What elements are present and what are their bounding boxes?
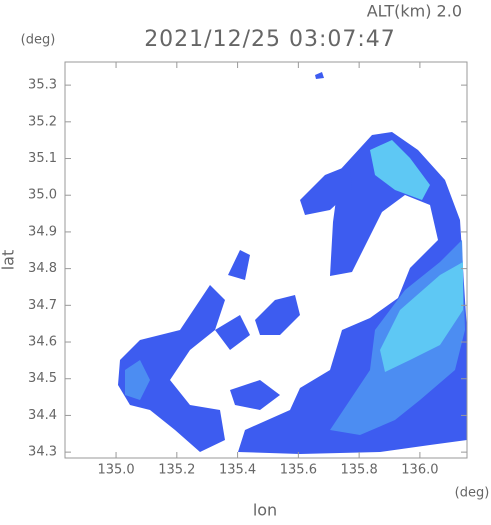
echo	[230, 380, 280, 410]
y-tick-label: 35.0	[28, 188, 57, 203]
chart-title: 2021/12/25 03:07:47	[144, 27, 396, 52]
altitude: ALT(km) 2.0	[367, 2, 462, 21]
y-tick-label: 35.1	[28, 151, 57, 166]
x-unit: (deg)	[455, 486, 490, 501]
x-tick-label: 136.0	[401, 463, 438, 478]
y-axis-label: lat	[0, 250, 18, 271]
x-tick-label: 135.0	[97, 463, 134, 478]
plot-frame	[64, 61, 468, 459]
y-tick-label: 34.4	[28, 408, 57, 423]
y-tick-label: 34.9	[28, 224, 57, 239]
echo	[255, 295, 300, 335]
echo	[118, 285, 225, 452]
y-tick-label: 35.2	[28, 114, 57, 129]
x-axis-label: lon	[253, 501, 277, 520]
radar-echoes	[118, 72, 467, 454]
echo	[125, 360, 150, 400]
y-unit: (deg)	[21, 33, 56, 48]
y-tick-label: 34.8	[28, 261, 57, 276]
y-tick-label: 34.7	[28, 298, 57, 313]
x-tick-label: 135.6	[280, 463, 317, 478]
y-tick-label: 34.5	[28, 371, 57, 386]
echo	[300, 165, 352, 215]
echo	[228, 250, 250, 280]
x-tick-label: 135.8	[341, 463, 378, 478]
y-tick-label: 35.3	[28, 78, 57, 93]
x-tick-label: 135.4	[219, 463, 256, 478]
y-tick-label: 34.3	[28, 445, 57, 460]
echo	[380, 262, 463, 372]
echo	[315, 72, 324, 79]
y-tick-label: 34.6	[28, 335, 57, 350]
echo	[370, 140, 430, 200]
echo	[215, 315, 250, 350]
x-tick-label: 135.2	[158, 463, 195, 478]
